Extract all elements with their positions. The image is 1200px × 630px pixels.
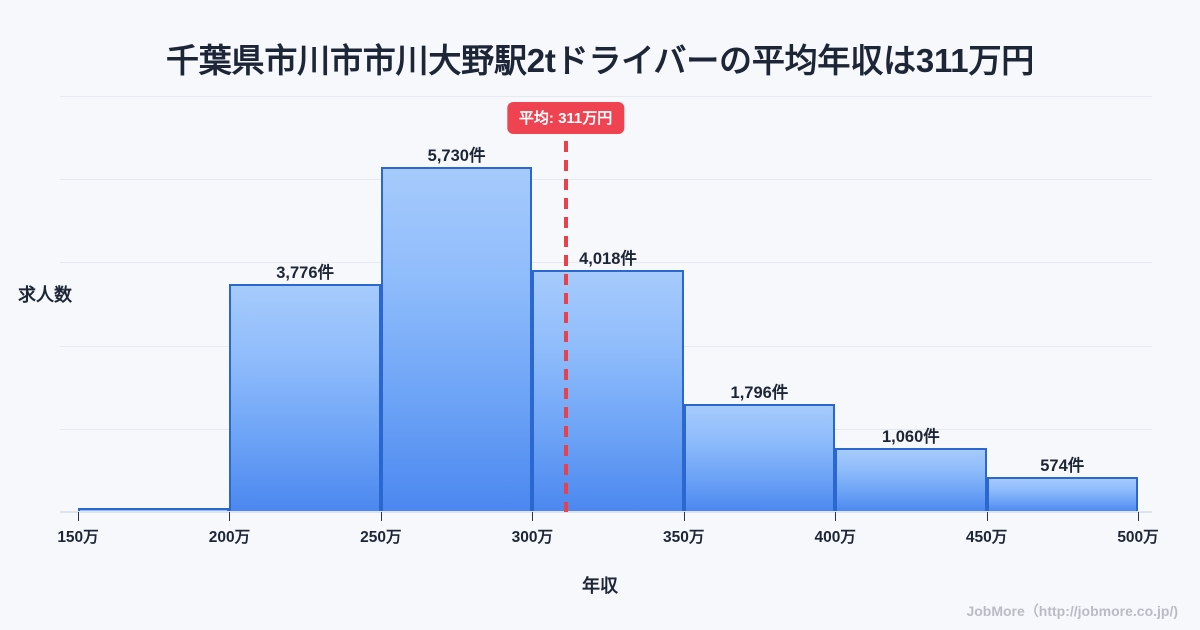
plot-area — [60, 96, 1152, 513]
x-axis-tick-label: 400万 — [814, 529, 856, 546]
histogram-bar[interactable] — [683, 403, 836, 512]
x-axis-tick-label: 150万 — [57, 529, 99, 546]
x-axis-tick-label: 300万 — [511, 529, 553, 546]
x-axis-tick-mark — [380, 512, 382, 521]
histogram-bar[interactable] — [835, 448, 987, 512]
x-axis-tick-mark — [532, 512, 534, 521]
footer-credit: JobMore（http://jobmore.co.jp/) — [966, 603, 1178, 619]
x-axis-tick-mark — [1138, 512, 1139, 521]
histogram-bar[interactable] — [78, 508, 230, 512]
histogram-bar[interactable] — [380, 166, 533, 512]
histogram-bar[interactable] — [532, 269, 684, 512]
y-axis-title: 求人数 — [18, 285, 72, 305]
histogram-bar[interactable] — [229, 284, 381, 512]
bar-value-label: 1,060件 — [881, 428, 940, 447]
bar-value-label: 574件 — [1040, 457, 1085, 476]
x-axis-baseline — [60, 511, 1152, 513]
gridline — [60, 262, 1152, 264]
x-axis-tick-mark — [986, 512, 988, 521]
x-axis-tick-label: 500万 — [1117, 529, 1159, 546]
x-axis-tick-mark — [78, 512, 79, 521]
mean-line — [563, 122, 568, 512]
bar-value-label: 5,730件 — [427, 146, 486, 165]
bar-value-label: 3,776件 — [276, 264, 335, 283]
x-axis-tick-label: 350万 — [663, 529, 705, 546]
gridline — [60, 179, 1152, 181]
bar-value-label: 1,796件 — [730, 383, 789, 402]
histogram-bar[interactable] — [986, 477, 1138, 512]
x-axis-tick-label: 450万 — [965, 529, 1008, 546]
x-axis-tick-label: 200万 — [208, 529, 251, 546]
x-axis-tick-label: 250万 — [360, 529, 402, 546]
x-axis-title: 年収 — [582, 576, 618, 596]
mean-badge: 平均: 311万円 — [506, 102, 625, 134]
bar-value-label: 4,018件 — [579, 249, 637, 268]
x-axis-tick-mark — [683, 512, 685, 521]
page-title: 千葉県市川市市川大野駅2tドライバーの平均年収は311万円 — [165, 42, 1035, 79]
x-axis-tick-mark — [835, 512, 837, 521]
x-axis-tick-mark — [229, 512, 231, 521]
gridline — [60, 96, 1152, 97]
